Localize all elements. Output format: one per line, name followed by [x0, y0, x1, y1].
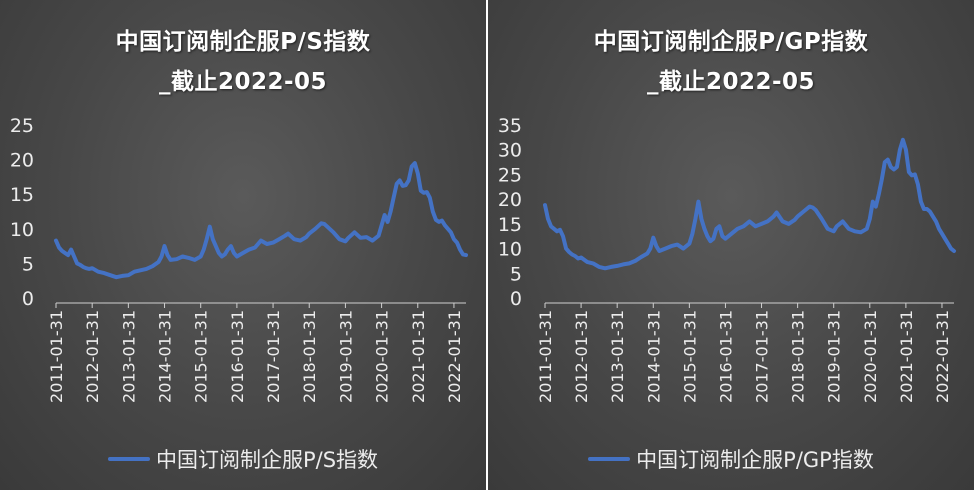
chart-title-line1: 中国订阅制企服P/GP指数	[593, 29, 869, 55]
legend-swatch	[107, 457, 150, 461]
x-tick-label: 2014-01-31	[156, 310, 175, 403]
legend-swatch	[588, 457, 631, 461]
x-tick-label: 2013-01-31	[608, 310, 627, 403]
y-tick-label: 10	[10, 219, 34, 241]
x-tick-label: 2012-01-31	[572, 310, 591, 403]
x-tick-label: 2019-01-31	[336, 310, 355, 403]
y-tick-label: 0	[22, 288, 34, 310]
x-tick-label: 2016-01-31	[228, 310, 247, 403]
x-tick-label: 2016-01-31	[716, 310, 735, 403]
x-tick-label: 2017-01-31	[753, 310, 772, 403]
y-tick-label: 35	[498, 115, 522, 137]
y-tick-label: 20	[10, 150, 34, 172]
x-tick-label: 2012-01-31	[83, 310, 102, 403]
plot-area-ps: 0 5 10 15 20 25 2011-01-31 2012-01-31 2013-01-31…	[10, 115, 468, 403]
chart-panel-pgp: 中国订阅制企服P/GP指数 _截止2022-05 0 5 10 15 20 25 30 35 2…	[488, 0, 974, 490]
x-tick-label: 2013-01-31	[119, 310, 138, 403]
series-line	[543, 137, 956, 271]
y-tick-label: 25	[10, 115, 34, 137]
x-tick-label: 2019-01-31	[825, 310, 844, 403]
y-tick-label: 0	[510, 288, 522, 310]
chart-title-line2: _截止2022-05	[158, 69, 328, 95]
y-tick-label: 5	[22, 253, 34, 275]
legend-label: 中国订阅制企服P/GP指数	[636, 448, 874, 472]
y-tick-label: 5	[510, 263, 522, 285]
chart-title-line2: _截止2022-05	[646, 69, 816, 95]
x-tick-label: 2015-01-31	[680, 310, 699, 403]
y-tick-label: 15	[10, 184, 34, 206]
legend: 中国订阅制企服P/GP指数	[488, 444, 974, 474]
y-tick-label: 20	[498, 189, 522, 211]
x-tick-label: 2017-01-31	[264, 310, 283, 403]
y-tick-label: 10	[498, 239, 522, 261]
y-tick-label: 15	[498, 214, 522, 236]
x-tick-label: 2014-01-31	[644, 310, 663, 403]
series-line	[54, 161, 468, 280]
x-tick-label: 2018-01-31	[300, 310, 319, 403]
x-tick-label: 2015-01-31	[192, 310, 211, 403]
legend: 中国订阅制企服P/S指数	[0, 444, 486, 474]
x-tick-label: 2022-01-31	[445, 310, 464, 403]
y-tick-label: 25	[498, 164, 522, 186]
chart-title-line1: 中国订阅制企服P/S指数	[115, 29, 371, 55]
x-tick-label: 2018-01-31	[789, 310, 808, 403]
y-tick-label: 30	[498, 140, 522, 162]
chart-panel-ps: 中国订阅制企服P/S指数 _截止2022-05 0 5 10 15 20 25 2011-0…	[0, 0, 486, 490]
x-tick-label: 2021-01-31	[897, 310, 916, 403]
x-tick-label: 2020-01-31	[861, 310, 880, 403]
x-tick-label: 2020-01-31	[373, 310, 392, 403]
x-tick-label: 2011-01-31	[47, 310, 66, 403]
x-tick-label: 2011-01-31	[536, 310, 555, 403]
legend-label: 中国订阅制企服P/S指数	[155, 448, 379, 472]
panel-divider	[486, 0, 488, 490]
x-tick-label: 2021-01-31	[409, 310, 428, 403]
x-tick-label: 2022-01-31	[933, 310, 952, 403]
